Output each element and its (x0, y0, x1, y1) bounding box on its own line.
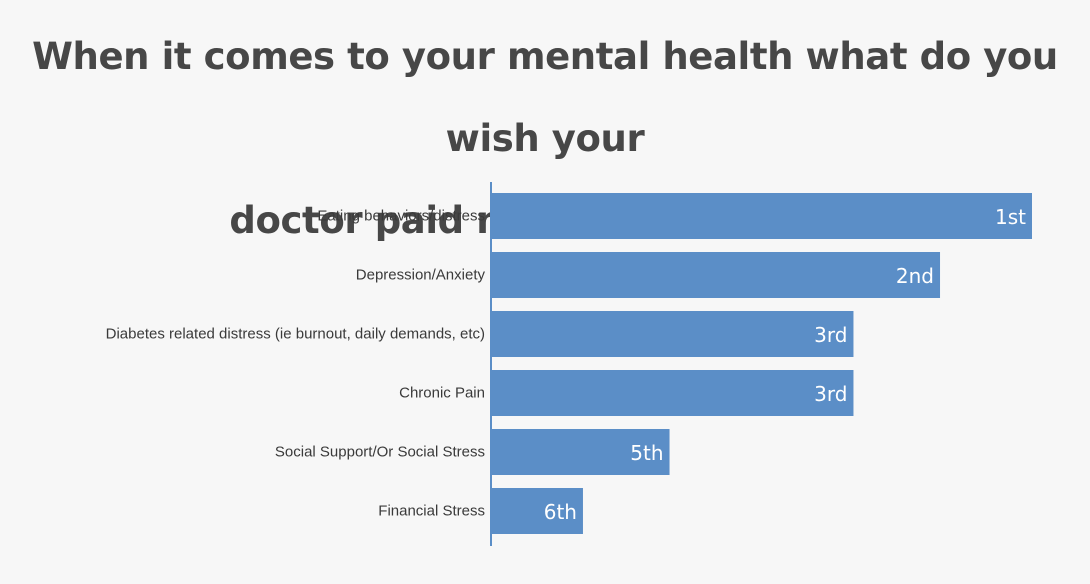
bar-2 (491, 252, 941, 298)
category-label-5: Social Support/Or Social Stress (275, 444, 485, 461)
data-label-1: 1st (995, 205, 1026, 229)
data-label-3: 3rd (814, 323, 847, 347)
bar-1 (491, 193, 1032, 239)
chart-title-line-1: When it comes to your mental health what… (32, 35, 1058, 160)
data-label-6: 6th (544, 500, 577, 524)
category-label-1: Eating behaviors/distress (317, 208, 485, 225)
category-label-2: Depression/Anxiety (356, 267, 486, 284)
category-label-6: Financial Stress (378, 503, 485, 520)
bar-4 (491, 370, 854, 416)
category-label-3: Diabetes related distress (ie burnout, d… (106, 326, 485, 343)
data-label-5: 5th (630, 441, 663, 465)
bar-6 (491, 488, 583, 534)
bar-5 (491, 429, 670, 475)
data-label-2: 2nd (896, 264, 934, 288)
category-label-4: Chronic Pain (399, 385, 485, 402)
data-label-4: 3rd (814, 382, 847, 406)
bar-3 (491, 311, 854, 357)
